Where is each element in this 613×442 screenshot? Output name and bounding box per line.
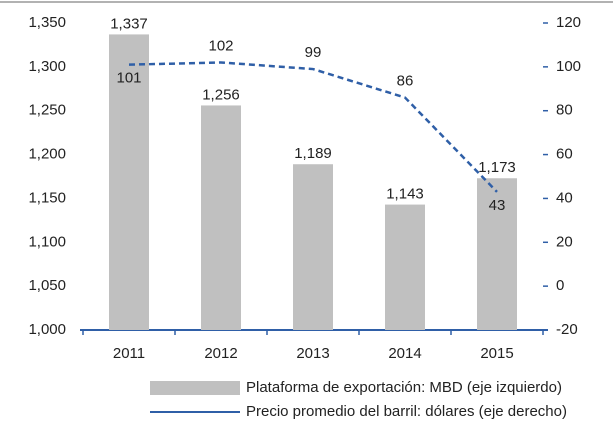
bar-value-label: 1,256: [202, 86, 240, 103]
x-tick-label: 2013: [296, 345, 329, 362]
y-tick-label: 1,100: [28, 233, 66, 250]
line: [128, 61, 498, 193]
line-value-label: 102: [208, 37, 233, 54]
y2-tick-label: 20: [556, 233, 573, 250]
y2-tick-label: 100: [556, 58, 581, 75]
y2-tick-label: 40: [556, 189, 573, 206]
x-tick-label: 2015: [480, 345, 513, 362]
bar: [477, 178, 517, 330]
y2-tick-label: 80: [556, 102, 573, 119]
line-value-label: 99: [305, 44, 322, 61]
y2-tick-label: 60: [556, 146, 573, 163]
y2-tick-label: -20: [556, 321, 578, 338]
y-tick-label: 1,150: [28, 189, 66, 206]
y-tick-label: 1,350: [28, 14, 66, 31]
line-value-label: 43: [489, 197, 506, 214]
bar: [385, 204, 425, 330]
y-tick-label: 1,250: [28, 102, 66, 119]
bar-value-label: 1,143: [386, 186, 424, 203]
legend-label: Plataforma de exportación: MBD (eje izqu…: [246, 379, 562, 396]
y-tick-label: 1,050: [28, 277, 66, 294]
x-tick-label: 2012: [204, 345, 237, 362]
y2-tick-label: 0: [556, 277, 564, 294]
y-tick-label: 1,000: [28, 321, 66, 338]
line-value-label: 86: [397, 73, 414, 90]
y-tick-label: 1,200: [28, 146, 66, 163]
bar: [293, 164, 333, 330]
bar: [109, 34, 149, 330]
x-tick-label: 2014: [388, 345, 421, 362]
legend-label: Precio promedio del barril: dólares (eje…: [246, 403, 567, 420]
legend-swatch: [150, 381, 240, 395]
y2-tick-label: 120: [556, 14, 581, 31]
bar-value-label: 1,337: [110, 15, 148, 32]
y-tick-label: 1,300: [28, 58, 66, 75]
x-tick-label: 2011: [113, 345, 145, 362]
bar-value-label: 1,173: [478, 159, 516, 176]
bar: [201, 105, 241, 330]
line-value-label: 101: [116, 70, 141, 87]
bar-value-label: 1,189: [294, 145, 332, 162]
